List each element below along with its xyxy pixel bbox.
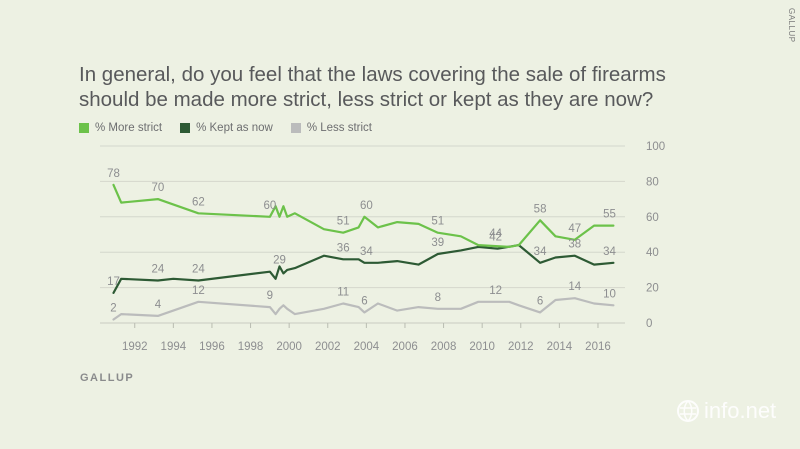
data-label-less-strict: 12	[489, 285, 502, 297]
data-label-more-strict: 62	[192, 196, 205, 208]
logo-text: info.net	[704, 398, 777, 423]
data-label-less-strict: 6	[361, 295, 367, 307]
globe-icon	[677, 400, 699, 422]
legend-label-kept-as-now: % Kept as now	[196, 122, 273, 134]
infonet-logo: info.net	[676, 398, 776, 424]
data-label-kept-as-now: 24	[192, 264, 205, 276]
chart-title: In general, do you feel that the laws co…	[79, 63, 666, 111]
y-tick-label-80: 80	[646, 176, 659, 188]
x-tick-label-2002: 2002	[315, 341, 341, 353]
data-label-less-strict: 6	[537, 295, 543, 307]
data-label-less-strict: 4	[155, 299, 162, 311]
y-tick-label-20: 20	[646, 283, 659, 295]
data-label-less-strict: 8	[435, 292, 441, 304]
x-tick-label-2012: 2012	[508, 341, 534, 353]
x-tick-label-1996: 1996	[199, 341, 225, 353]
x-tick-label-2004: 2004	[354, 341, 380, 353]
data-label-kept-as-now: 34	[534, 246, 547, 258]
data-label-less-strict: 2	[110, 302, 116, 314]
x-tick-label-2016: 2016	[585, 341, 611, 353]
data-label-more-strict: 44	[489, 228, 502, 240]
x-tick-label-2010: 2010	[469, 341, 495, 353]
legend-swatch-less-strict	[290, 123, 301, 133]
data-label-kept-as-now: 34	[360, 246, 373, 258]
data-label-kept-as-now: 39	[431, 237, 444, 249]
x-tick-label-1994: 1994	[161, 341, 187, 353]
legend-item-less-strict: % Less strict	[290, 122, 372, 134]
legend-item-kept-as-now: % Kept as now	[180, 122, 273, 134]
data-label-kept-as-now: 38	[568, 239, 581, 251]
data-label-more-strict: 60	[263, 200, 276, 212]
data-label-more-strict: 58	[534, 203, 547, 215]
x-tick-label-1992: 1992	[122, 341, 148, 353]
legend-label-more-strict: % More strict	[95, 122, 163, 134]
data-label-more-strict: 70	[152, 182, 165, 194]
series-line-kept-as-now	[112, 244, 615, 294]
x-tick-label-2006: 2006	[392, 341, 418, 353]
x-tick-label-2000: 2000	[276, 341, 302, 353]
data-label-kept-as-now: 36	[337, 242, 350, 254]
series-line-less-strict	[112, 297, 615, 321]
source-label: GALLUP	[80, 372, 135, 384]
data-label-more-strict: 51	[337, 216, 350, 228]
y-tick-label-60: 60	[646, 212, 659, 224]
legend-swatch-more-strict	[79, 123, 89, 133]
legend-swatch-kept-as-now	[180, 123, 191, 133]
data-label-kept-as-now: 17	[107, 276, 120, 288]
y-tick-label-100: 100	[646, 141, 665, 153]
chart-legend: % More strict % Kept as now % Less stric…	[79, 122, 372, 134]
data-label-more-strict: 51	[431, 216, 444, 228]
data-label-more-strict: 78	[107, 168, 120, 180]
data-label-kept-as-now: 42	[489, 232, 502, 244]
x-tick-label-2014: 2014	[547, 341, 573, 353]
data-label-less-strict: 9	[267, 290, 273, 302]
data-label-less-strict: 12	[192, 285, 205, 297]
y-tick-label-0: 0	[646, 318, 652, 330]
x-tick-label-1998: 1998	[238, 341, 264, 353]
corner-credit: GALLUP	[787, 8, 796, 43]
data-label-kept-as-now: 24	[152, 264, 165, 276]
y-tick-label-40: 40	[646, 247, 659, 259]
data-label-less-strict: 11	[337, 287, 349, 299]
data-label-more-strict: 47	[568, 223, 581, 235]
data-label-kept-as-now: 34	[603, 246, 616, 258]
series-line-more-strict	[112, 183, 615, 248]
legend-item-more-strict: % More strict	[79, 122, 162, 134]
x-tick-label-2008: 2008	[431, 341, 457, 353]
legend-label-less-strict: % Less strict	[306, 122, 372, 134]
data-label-less-strict: 10	[603, 288, 616, 300]
data-label-kept-as-now: 29	[273, 255, 286, 267]
data-label-more-strict: 60	[360, 200, 373, 212]
data-label-less-strict: 14	[568, 281, 581, 293]
data-label-more-strict: 55	[603, 209, 616, 221]
